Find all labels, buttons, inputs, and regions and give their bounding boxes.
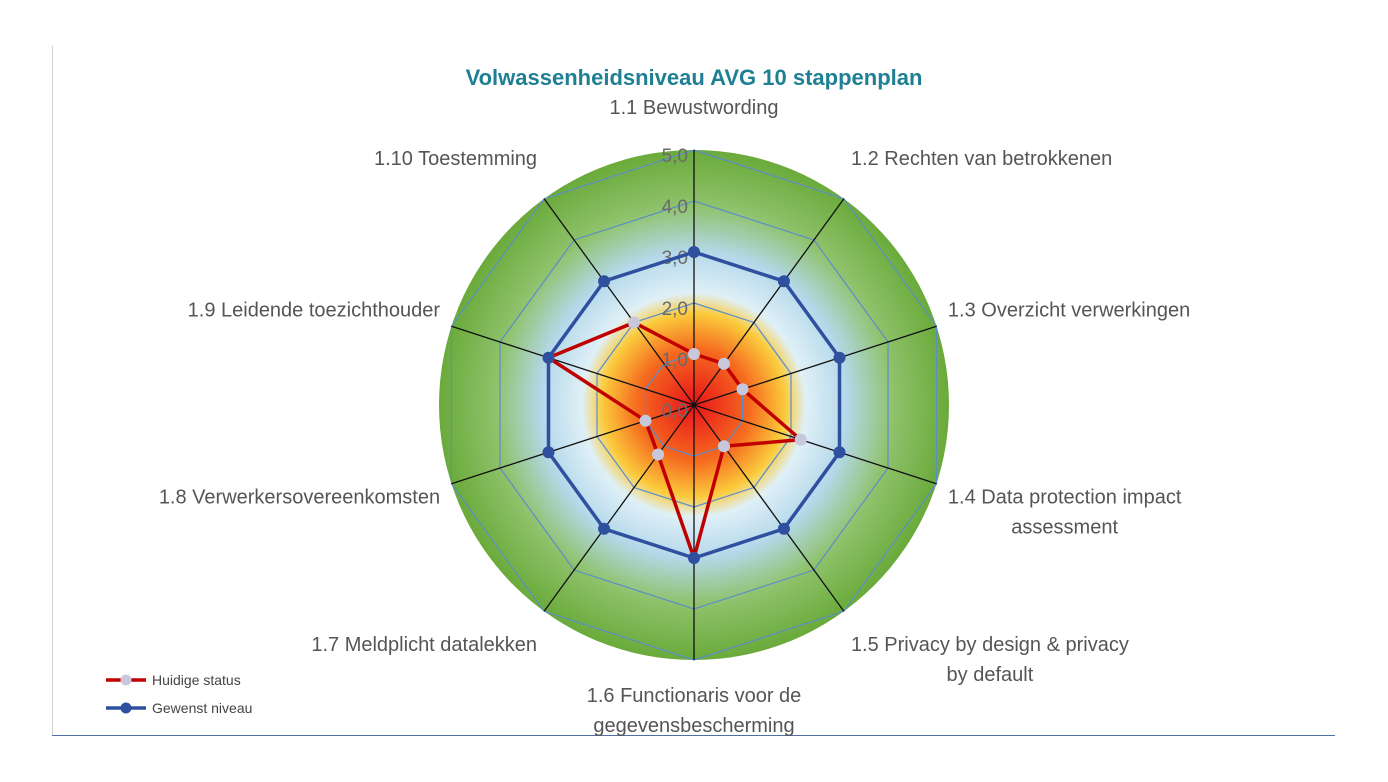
series-1-point-2: [717, 357, 730, 370]
tick-label: 0,0: [662, 401, 688, 422]
tick-labels: 0,01,02,03,04,05,0: [662, 146, 688, 422]
spoke-9: [451, 325, 695, 406]
category-label-9: 1.9 Leidende toezichthouder: [188, 299, 441, 321]
tick-label: 1,0: [662, 350, 688, 371]
series-1-point-8: [639, 414, 652, 427]
legend-label-2: Gewenst niveau: [152, 700, 252, 716]
spoke-8: [451, 404, 695, 485]
category-label-1: 1.1 Bewustwording: [610, 97, 779, 119]
tick-label: 5,0: [662, 146, 688, 167]
spoke-10: [543, 198, 695, 406]
spoke-2: [693, 198, 845, 406]
frame-left-border: [52, 46, 53, 736]
series-layer: [542, 246, 846, 564]
series-1-point-4: [794, 433, 807, 446]
category-label-4: 1.4 Data protection impact assessment: [948, 487, 1182, 539]
legend-marker-2: [120, 702, 132, 714]
frame-bottom-border: [52, 735, 1335, 736]
legend-label-1: Huidige status: [152, 672, 241, 688]
series-2-point-1: [688, 246, 700, 258]
category-label-5: 1.5 Privacy by design & privacy by defaul…: [851, 634, 1129, 686]
spoke-5: [693, 404, 845, 612]
series-2-point-6: [688, 552, 700, 564]
series-2-point-7: [598, 522, 611, 535]
series-2-point-8: [542, 446, 555, 459]
chart-title: Volwassenheidsniveau AVG 10 stappenplan: [466, 65, 923, 90]
legend-marker-1: [120, 674, 132, 686]
category-label-8: 1.8 Verwerkersovereenkomsten: [159, 487, 440, 509]
category-label-2: 1.2 Rechten van betrokkenen: [851, 148, 1112, 170]
category-labels: 1.1 Bewustwording 1.2 Rechten van betrokk…: [159, 97, 1190, 737]
series-2-point-2: [777, 275, 790, 288]
spoke-3: [693, 325, 937, 406]
series-1-point-1: [688, 348, 700, 360]
legend: Huidige status Gewenst niveau: [106, 672, 252, 716]
tick-label: 4,0: [662, 197, 688, 218]
series-2-point-9: [542, 351, 555, 364]
series-2-point-10: [598, 275, 611, 288]
series-1-point-7: [652, 448, 665, 461]
tick-label: 2,0: [662, 299, 688, 320]
series-1-point-10: [628, 316, 641, 329]
series-1-point-5: [717, 440, 730, 453]
spoke-4: [693, 404, 937, 485]
series-2-point-3: [833, 351, 846, 364]
category-label-3: 1.3 Overzicht verwerkingen: [948, 299, 1190, 321]
series-2-point-4: [833, 446, 846, 459]
category-label-6: 1.6 Functionaris voor de gegevensbescherm…: [587, 685, 802, 737]
series-2-point-5: [777, 522, 790, 535]
category-label-10: 1.10 Toestemming: [374, 148, 537, 170]
spoke-7: [543, 404, 695, 612]
series-1-point-3: [736, 383, 749, 396]
category-label-7: 1.7 Meldplicht datalekken: [311, 634, 537, 656]
